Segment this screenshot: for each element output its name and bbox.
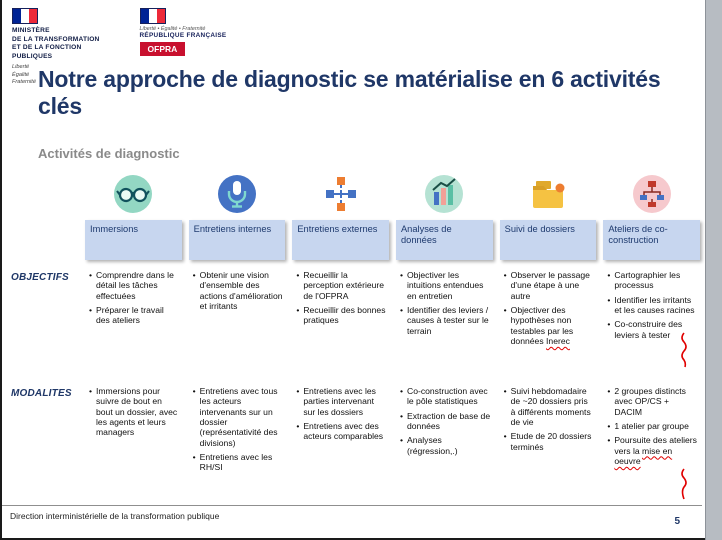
french-flag-icon [139,8,166,24]
column-header-suivi-dossiers: Suivi de dossiers [499,220,597,260]
bullet-item: Préparer le travail des ateliers [89,305,180,326]
bullet-item: Immersions pour suivre de bout en bout u… [89,386,180,438]
bullet-text: Objectiver des hypothèses non testables … [510,304,574,346]
org-chart-icon [325,177,356,211]
ministry-name: MINISTÈRE DE LA TRANSFORMATION ET DE LA … [12,27,100,60]
republique-francaise-label: RÉPUBLIQUE FRANÇAISE [139,32,227,39]
modalites-list-suivi-dossiers: Suivi hebdomadaire de ~20 dossiers pris … [500,386,597,452]
bullet-item: Analyses (régression,.) [400,435,491,456]
immersions-icon-cell [85,172,182,216]
ofpra-name-badge: OFPRA [139,42,186,56]
column-header-entretiens-internes: Entretiens internes [188,220,286,260]
entretiens-internes-icon-cell [189,172,286,216]
ministry-motto: Liberté Égalité Fraternité [12,64,36,85]
modalites-list-entretiens-externes: Entretiens avec les parties intervenant … [292,386,389,442]
bullet-item: Objectiver des hypothèses non testables … [504,304,595,346]
section-subtitle: Activités de diagnostic [38,146,180,161]
bullet-item: Poursuite des ateliers vers la mise en o… [607,435,698,466]
french-flag-icon [12,8,38,24]
entretiens-externes-icon-cell [292,172,389,216]
ministry-logo: MINISTÈRE DE LA TRANSFORMATION ET DE LA … [12,8,100,86]
modalites-list-analyses-donnees: Co-construction avec le pôle statistique… [396,386,493,456]
red-annotation-mark [681,468,687,500]
modalites-list-ateliers: 2 groupes distincts avec OP/CS + DACIM 1… [603,386,700,466]
modalites-list-immersions: Immersions pour suivre de bout en bout u… [85,386,182,438]
bullet-item: Suivi hebdomadaire de ~20 dossiers pris … [504,386,595,427]
red-annotation-mark [681,332,687,368]
footer-divider [2,505,702,506]
workshop-diagram-icon [632,175,671,213]
column-header-entretiens-externes: Entretiens externes [292,220,389,260]
ateliers-co-construction-icon-cell [603,172,700,216]
row-label-objectifs: OBJECTIFS [11,272,69,283]
bullet-item: Entretiens avec tous les acteurs interve… [193,386,284,448]
suivi-dossiers-icon-cell [500,172,597,216]
header-logos: MINISTÈRE DE LA TRANSFORMATION ET DE LA … [12,8,226,86]
bullet-item: Co-construction avec le pôle statistique… [400,386,491,407]
diagnostic-matrix: Immersions Entretiens internes Entretien… [8,172,700,477]
modalites-list-entretiens-internes: Entretiens avec tous les acteurs interve… [189,386,286,473]
page-title: Notre approche de diagnostic se matérial… [38,66,661,120]
objectifs-list-suivi-dossiers: Observer le passage d'une étape à une au… [500,270,597,346]
folder-icon [532,181,565,208]
column-header-ateliers: Ateliers de co-construction [603,220,700,260]
column-header-immersions: Immersions [85,220,182,260]
bullet-item: Identifier les irritants et les causes r… [607,295,698,316]
objectifs-list-analyses-donnees: Objectiver les intuitions entendues en e… [396,270,493,336]
red-underlined-text: mise en oeuvre [614,445,673,466]
bullet-item: Co-construire des leviers à tester [607,319,698,340]
bullet-item: Recueillir des bonnes pratiques [296,305,387,326]
objectifs-list-immersions: Comprendre dans le détail les tâches eff… [85,270,182,326]
row-label-modalites: MODALITES [11,388,72,399]
bullet-item: Obtenir une vision d'ensemble des action… [193,270,284,311]
bullet-text: Poursuite des ateliers vers la [614,435,697,456]
analyses-donnees-icon-cell [396,172,493,216]
bullet-item: Recueillir la perception extérieure de l… [296,270,387,301]
ofpra-logo: Liberté • Égalité • Fraternité RÉPUBLIQU… [139,8,227,56]
bullet-item: Extraction de base de données [400,411,491,432]
slide: MINISTÈRE DE LA TRANSFORMATION ET DE LA … [0,0,706,540]
bullet-item: Entretiens avec les RH/SI [193,452,284,473]
microphone-icon [217,175,256,213]
ofpra-motto: Liberté • Égalité • Fraternité [139,26,206,32]
objectifs-list-entretiens-internes: Obtenir une vision d'ensemble des action… [189,270,286,311]
bullet-item: Cartographier les processus [607,270,698,291]
bullet-item: Objectiver les intuitions entendues en e… [400,270,491,301]
footer-text: Direction interministérielle de la trans… [10,511,220,521]
bullet-item: Observer le passage d'une étape à une au… [504,270,595,301]
glasses-icon [114,175,153,213]
bullet-item: Comprendre dans le détail les tâches eff… [89,270,180,301]
bar-chart-icon [425,175,464,213]
bullet-item: 1 atelier par groupe [607,421,698,432]
bullet-item: Identifier des leviers / causes à tester… [400,305,491,336]
bullet-item: Etude de 20 dossiers terminés [504,431,595,452]
bullet-item: Entretiens avec les parties intervenant … [296,386,387,417]
column-header-analyses-donnees: Analyses de données [395,220,493,260]
right-gutter [705,0,722,540]
objectifs-list-entretiens-externes: Recueillir la perception extérieure de l… [292,270,389,326]
bullet-item: 2 groupes distincts avec OP/CS + DACIM [607,386,698,417]
red-underlined-text: Inerec [546,335,570,346]
page-number: 5 [674,516,680,527]
objectifs-list-ateliers: Cartographier les processus Identifier l… [603,270,700,340]
bullet-item: Entretiens avec des acteurs comparables [296,421,387,442]
